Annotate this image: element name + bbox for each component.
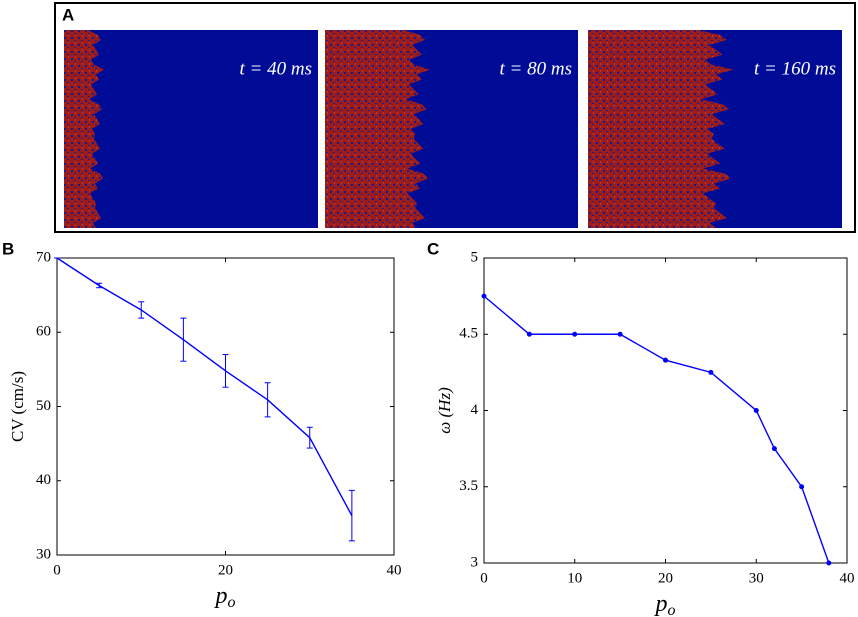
x-tick-label: 40 (840, 570, 855, 586)
data-point (617, 331, 623, 337)
y-tick-label: 5 (471, 249, 479, 265)
data-point (572, 331, 578, 337)
time-caption: t = 80 ms (500, 58, 572, 79)
x-tick-label: 10 (567, 570, 582, 586)
x-axis-label-sub: o (668, 602, 676, 617)
data-line (56, 257, 353, 516)
x-tick-label: 0 (53, 562, 61, 578)
y-tick-label: 3 (471, 554, 479, 570)
x-axis-label-sub: o (228, 594, 236, 611)
data-point (708, 369, 714, 375)
panel-label: A (62, 5, 74, 24)
x-tick-label: 30 (749, 570, 764, 586)
data-point (663, 357, 668, 363)
x-axis-label: po (214, 583, 236, 611)
y-tick-label: 40 (36, 472, 51, 488)
simulation-background (64, 30, 318, 228)
data-point (771, 446, 777, 452)
excitation-front (325, 30, 430, 228)
y-tick-label: 70 (36, 249, 51, 265)
x-tick-label: 0 (480, 570, 488, 586)
x-axis-label: po (654, 591, 676, 617)
x-tick-label: 40 (387, 562, 402, 578)
y-tick-label: 3.5 (459, 478, 478, 494)
excitation-front (64, 30, 104, 228)
data-point (799, 484, 805, 490)
x-axis-label-base: p (654, 591, 668, 617)
panel-a-frame (54, 2, 856, 233)
data-point (481, 293, 487, 299)
simulation-images: t = 40 ms t = 80 ms t = 160 ms (64, 30, 842, 228)
data-point (826, 560, 832, 566)
panel-label: C (427, 239, 439, 258)
panel-label: B (2, 239, 14, 258)
axes-frame (56, 257, 395, 556)
y-tick-label: 4.5 (459, 326, 478, 342)
y-tick-label: 60 (36, 324, 51, 340)
y-tick-label: 4 (471, 402, 479, 418)
y-tick-label: 30 (36, 546, 51, 562)
time-caption: t = 160 ms (754, 58, 836, 79)
time-caption: t = 40 ms (240, 58, 312, 79)
excitation-front (588, 30, 734, 228)
x-tick-label: 20 (218, 562, 233, 578)
y-axis-label: CV (cm/s) (8, 371, 27, 442)
y-axis-label: ω (Hz) (435, 387, 454, 434)
y-tick-label: 50 (36, 398, 51, 414)
data-line (483, 295, 830, 564)
x-tick-label: 20 (658, 570, 673, 586)
data-point (526, 331, 532, 337)
data-point (753, 408, 759, 413)
x-axis-label-base: p (214, 583, 228, 609)
axes-frame (483, 257, 848, 564)
